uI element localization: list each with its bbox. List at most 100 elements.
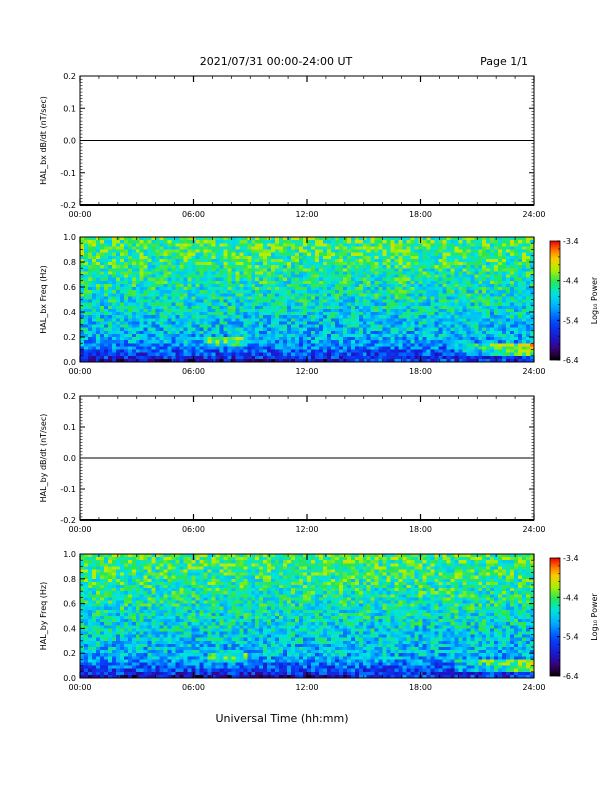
spectrogram-cell xyxy=(231,312,236,316)
spectrogram-cell xyxy=(155,330,160,335)
spectrogram-cell xyxy=(195,255,200,260)
spectrogram-cell xyxy=(518,237,523,241)
spectrogram-cell xyxy=(378,296,383,300)
spectrogram-cell xyxy=(526,265,531,269)
spectrogram-cell xyxy=(418,246,423,250)
spectrogram-cell xyxy=(414,280,419,285)
spectrogram-cell xyxy=(486,296,491,300)
spectrogram-cell xyxy=(231,340,236,344)
spectrogram-cell xyxy=(334,321,340,325)
spectrogram-cell xyxy=(462,340,467,344)
spectrogram-cell xyxy=(83,246,89,250)
spectrogram-cell xyxy=(271,283,276,288)
spectrogram-cell xyxy=(191,274,196,278)
spectrogram-cell xyxy=(255,296,260,300)
spectrogram-cell xyxy=(99,302,105,307)
spectrogram-cell xyxy=(474,255,479,260)
spectrogram-cell xyxy=(275,299,280,303)
spectrogram-cell xyxy=(402,330,407,335)
spectrogram-cell xyxy=(470,290,475,294)
spectrogram-cell xyxy=(111,268,117,272)
spectrogram-cell xyxy=(307,237,312,241)
spectrogram-cell xyxy=(470,265,475,269)
spectrogram-cell xyxy=(159,340,164,344)
spectrogram-cell xyxy=(346,293,352,297)
spectrogram-cell xyxy=(422,324,427,328)
spectrogram-cell xyxy=(398,340,403,344)
spectrogram-cell xyxy=(167,352,172,357)
spectrogram-cell xyxy=(115,280,121,285)
spectrogram-cell xyxy=(147,315,152,319)
spectrogram-cell xyxy=(526,358,531,363)
spectrogram-cell xyxy=(167,258,172,263)
spectrogram-cell xyxy=(159,240,164,244)
spectrogram-cell xyxy=(310,252,316,257)
spectrogram-cell xyxy=(354,358,360,363)
spectrogram-cell xyxy=(279,287,284,291)
spectrogram-cell xyxy=(99,346,105,350)
spectrogram-cell xyxy=(227,293,232,297)
spectrogram-cell xyxy=(474,327,479,332)
spectrogram-cell xyxy=(207,349,212,353)
spectrogram-cell xyxy=(346,355,352,360)
spectrogram-cell xyxy=(91,355,97,360)
x-tick-label: 00:00 xyxy=(68,367,91,376)
spectrogram-cell xyxy=(422,277,427,282)
spectrogram-cell xyxy=(414,346,419,350)
spectrogram-cell xyxy=(486,308,491,313)
spectrogram-cell xyxy=(179,340,184,344)
spectrogram-cell xyxy=(446,327,451,332)
spectrogram-cell xyxy=(510,318,515,322)
spectrogram-cell xyxy=(111,343,117,347)
spectrogram-cell xyxy=(283,243,288,247)
spectrogram-cell xyxy=(358,324,364,328)
spectrogram-cell xyxy=(422,299,427,303)
spectrogram-cell xyxy=(470,318,475,322)
spectrogram-cell xyxy=(80,340,85,344)
spectrogram-cell xyxy=(211,252,216,257)
spectrogram-cell xyxy=(362,346,368,350)
spectrogram-cell xyxy=(530,271,535,275)
spectrogram-cell xyxy=(334,283,340,288)
spectrogram-cell xyxy=(470,240,475,244)
spectrogram-cell xyxy=(494,268,499,272)
spectrogram-cell xyxy=(386,358,391,363)
spectrogram-cell xyxy=(498,246,503,250)
spectrogram-cell xyxy=(382,302,387,307)
spectrogram-cell xyxy=(442,346,447,350)
spectrogram-cell xyxy=(402,283,407,288)
spectrogram-cell xyxy=(263,262,268,266)
spectrogram-cell xyxy=(494,255,499,260)
spectrogram-cell xyxy=(243,274,248,278)
spectrogram-cell xyxy=(478,349,483,353)
spectrogram-cell xyxy=(386,352,391,357)
spectrogram-cell xyxy=(498,262,503,266)
spectrogram-cell xyxy=(143,349,148,353)
spectrogram-cell xyxy=(80,333,85,338)
y-tick-label: -0.2 xyxy=(60,201,76,210)
spectrogram-cell xyxy=(394,290,399,294)
spectrogram-cell xyxy=(518,271,523,275)
spectrogram-cell xyxy=(263,318,268,322)
spectrogram-cell xyxy=(127,283,133,288)
spectrogram-cell xyxy=(410,290,415,294)
spectrogram-cell xyxy=(159,249,164,253)
spectrogram-cell xyxy=(119,343,125,347)
spectrogram-cell xyxy=(191,265,196,269)
spectrogram-cell xyxy=(366,315,372,319)
spectrogram-cell xyxy=(502,280,507,285)
spectrogram-cell xyxy=(103,327,109,332)
spectrogram-cell xyxy=(151,252,156,257)
spectrogram-cell xyxy=(454,243,459,247)
spectrogram-cell xyxy=(454,255,459,260)
spectrogram-cell xyxy=(414,318,419,322)
colorbar-tick-label: -4.4 xyxy=(563,277,579,286)
spectrogram-cell xyxy=(203,246,208,250)
spectrogram-cell xyxy=(322,252,328,257)
spectrogram-cell xyxy=(287,268,292,272)
spectrogram-cell xyxy=(279,352,284,357)
spectrogram-cell xyxy=(398,333,403,338)
spectrogram-cell xyxy=(135,290,141,294)
spectrogram-cell xyxy=(474,249,479,253)
spectrogram-cell xyxy=(275,302,280,307)
